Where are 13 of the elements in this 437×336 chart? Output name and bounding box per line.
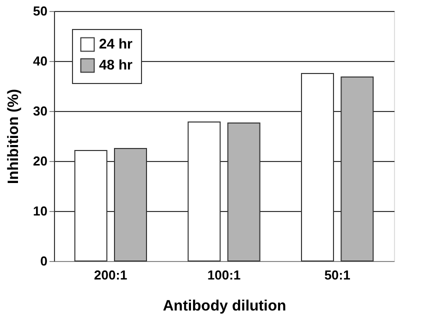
y-axis-title: Inhibition (%) xyxy=(5,89,22,184)
y-tick-label: 30 xyxy=(33,104,48,118)
legend-label: 48 hr xyxy=(99,56,134,72)
y-tick-label: 20 xyxy=(33,154,48,168)
y-tick-label: 0 xyxy=(40,254,48,268)
y-tick-label: 10 xyxy=(33,204,48,218)
x-tick-label: 100:1 xyxy=(207,268,241,282)
x-axis-title: Antibody dilution xyxy=(162,298,286,314)
legend-label: 24 hr xyxy=(99,36,134,52)
x-tick-label: 200:1 xyxy=(94,268,128,282)
y-tick-label: 50 xyxy=(33,4,48,18)
y-tick-label: 40 xyxy=(33,54,48,68)
x-tick-label: 50:1 xyxy=(324,268,350,282)
